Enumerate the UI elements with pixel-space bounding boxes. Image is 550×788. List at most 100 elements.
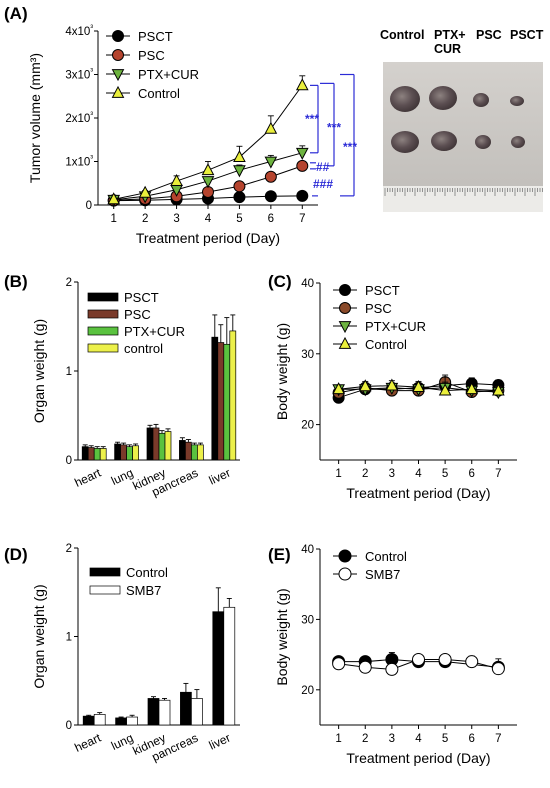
- chart-c-legend-label: PSCT: [365, 283, 400, 298]
- chart-b-bar: [179, 440, 186, 461]
- chart-d-legend-label: Control: [126, 565, 168, 580]
- chart-e-legend-label: SMB7: [365, 567, 400, 582]
- chart-e-x-label: Treatment period (Day): [346, 750, 490, 766]
- chart-c-y-tick-label: 20: [301, 420, 314, 432]
- chart-e-legend-label: Control: [365, 549, 407, 564]
- chart-a-data-point: [107, 192, 121, 205]
- chart-b-bar: [158, 432, 166, 461]
- chart-d-bar: [82, 715, 95, 726]
- chart-d-bar: [212, 611, 225, 726]
- chart-c-y-label: Body weight (g): [274, 323, 290, 420]
- tumor-photo-image: [383, 62, 543, 212]
- chart-c-data-point: [385, 378, 399, 391]
- chart-b-legend-swatch: [87, 326, 119, 336]
- chart-b-bar: [114, 443, 121, 461]
- chart-a-data-point: [233, 191, 246, 204]
- chart-b-bar: [132, 445, 139, 461]
- chart-c-x-tick-label: 2: [362, 468, 368, 480]
- chart-a-data-point: [233, 180, 246, 193]
- chart-d-bar: [147, 698, 160, 726]
- chart-a-data-point: [295, 78, 309, 91]
- chart-e-x-tick-label: 7: [495, 733, 501, 745]
- chart-d-y-tick-label: 2: [66, 543, 72, 555]
- chart-a-legend-label: PSCT: [138, 29, 173, 44]
- chart-a-legend-marker: [111, 85, 125, 98]
- chart-c-data-point: [465, 382, 479, 395]
- chart-a-y-tick-label: 2x10³: [65, 110, 93, 125]
- chart-a-data-point: [264, 156, 278, 169]
- photo-header-control: Control: [380, 28, 425, 42]
- chart-c-y-tick-label: 30: [301, 349, 314, 361]
- chart-b-bar: [152, 427, 160, 461]
- chart-a-y-tick-label: 0: [86, 200, 92, 212]
- body-weight-chart-c: 20 30 40 1 2 3 4 5 6 7 Treatment period (Day) Body …: [274, 278, 517, 501]
- chart-c-legend-label: PTX+CUR: [365, 319, 426, 334]
- chart-a-legend-marker: [111, 69, 125, 82]
- chart-a-data-point: [264, 170, 277, 183]
- chart-a-data-point: [264, 190, 277, 203]
- chart-b-category-label: liver: [207, 466, 233, 488]
- chart-e-x-tick-label: 5: [442, 733, 448, 745]
- chart-b-bar: [93, 448, 101, 461]
- chart-b-legend-swatch: [87, 309, 119, 319]
- chart-c-data-point: [438, 383, 452, 396]
- chart-e-legend-marker: [338, 549, 352, 563]
- chart-a-x-tick-label: 4: [205, 213, 212, 225]
- chart-c-data-point: [492, 383, 505, 396]
- chart-c-x-label: Treatment period (Day): [346, 485, 490, 501]
- chart-e-x-tick-label: 6: [469, 733, 475, 745]
- chart-a-data-point: [295, 147, 309, 160]
- body-weight-chart-e: 20 30 40 1 2 3 4 5 6 7 Treatment period (Day) Body …: [274, 544, 517, 766]
- chart-a-x-tick-label: 5: [236, 213, 242, 225]
- significance-marker: ###: [313, 177, 333, 191]
- chart-b-y-tick-label: 1: [66, 366, 72, 378]
- chart-d-legend-label: SMB7: [126, 583, 161, 598]
- chart-e-data-point: [491, 662, 505, 676]
- significance-marker: ##: [316, 160, 330, 174]
- chart-c-x-tick-label: 4: [415, 468, 422, 480]
- chart-a-data-point: [138, 185, 152, 198]
- chart-b-category-label: heart: [72, 465, 103, 490]
- chart-a-x-label: Treatment period (Day): [136, 230, 280, 246]
- chart-a-x-tick-label: 2: [142, 213, 148, 225]
- chart-a-data-point: [201, 176, 215, 189]
- chart-c-legend-label: Control: [365, 337, 407, 352]
- chart-c-x-tick-label: 3: [389, 468, 395, 480]
- chart-c-legend-label: PSC: [365, 301, 392, 316]
- chart-e-data-point: [465, 655, 479, 669]
- chart-b-bar: [126, 446, 133, 461]
- chart-b-y-tick-label: 0: [66, 455, 72, 467]
- chart-c-data-point: [332, 382, 345, 395]
- chart-b-legend-label: PSC: [124, 307, 151, 322]
- chart-c-data-point: [358, 379, 372, 392]
- chart-e-legend-marker: [338, 567, 352, 581]
- photo-header-psct: PSCT: [510, 28, 544, 42]
- chart-e-y-tick-label: 40: [301, 544, 314, 556]
- chart-e-y-tick-label: 20: [301, 685, 314, 697]
- chart-b-y-label: Organ weight (g): [31, 319, 47, 423]
- panel-a-label: (A): [4, 4, 28, 23]
- chart-e-data-point: [332, 657, 346, 671]
- chart-e-x-tick-label: 4: [415, 733, 422, 745]
- significance-marker: ***: [305, 112, 319, 126]
- chart-b-legend-label: PSCT: [124, 290, 159, 305]
- chart-a-data-point: [296, 189, 309, 202]
- chart-c-y-tick-label: 40: [301, 278, 314, 290]
- chart-e-y-label: Body weight (g): [274, 588, 290, 685]
- panel-c-label: (C): [268, 272, 292, 291]
- chart-b-bar: [191, 444, 198, 461]
- panel-b-label: (B): [4, 272, 28, 291]
- chart-d-y-label: Organ weight (g): [31, 584, 47, 688]
- chart-a-legend-label: PTX+CUR: [138, 67, 199, 82]
- tumor-photo: [383, 62, 543, 212]
- chart-b-bar: [146, 427, 154, 461]
- chart-b-bar: [99, 448, 107, 461]
- chart-c-x-tick-label: 5: [442, 468, 448, 480]
- chart-d-y-tick-label: 0: [66, 720, 72, 732]
- chart-c-legend-marker: [338, 336, 352, 349]
- chart-d-bar: [158, 699, 171, 726]
- panel-d-label: (D): [4, 545, 28, 564]
- panel-e-label: (E): [268, 545, 291, 564]
- chart-e-x-tick-label: 3: [389, 733, 395, 745]
